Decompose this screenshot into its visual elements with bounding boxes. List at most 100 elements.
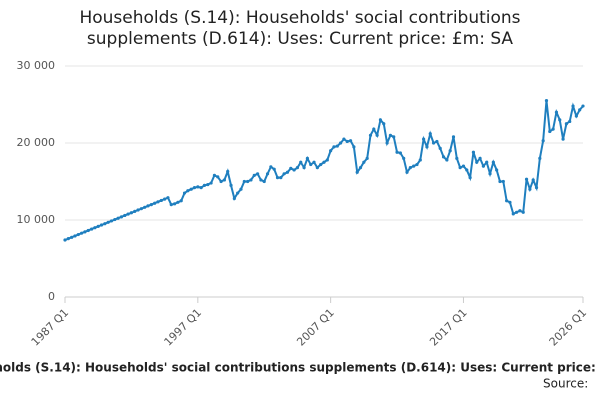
point (581, 104, 585, 108)
point (465, 168, 469, 172)
footer-title: Households (S.14): Households' social co… (0, 361, 600, 375)
point (163, 197, 167, 201)
point (431, 141, 436, 145)
point (571, 104, 575, 108)
point (441, 155, 446, 159)
point (564, 122, 568, 126)
point (119, 215, 124, 219)
point (378, 118, 383, 122)
point (551, 127, 555, 131)
point (70, 235, 74, 239)
point (422, 137, 426, 141)
point (528, 187, 532, 191)
point (93, 226, 97, 230)
point (302, 166, 306, 170)
point (478, 156, 482, 160)
point (133, 209, 137, 213)
point (136, 208, 140, 212)
point (382, 122, 386, 126)
point (189, 187, 193, 191)
point (402, 156, 406, 160)
point (80, 231, 84, 235)
point (524, 177, 529, 181)
point (226, 169, 230, 174)
point (475, 160, 479, 164)
point (435, 139, 439, 144)
point (156, 200, 160, 204)
point (73, 234, 77, 238)
point (305, 156, 309, 160)
point (262, 179, 266, 184)
point (312, 160, 316, 164)
point (86, 228, 90, 233)
point (252, 173, 256, 177)
x-tick-label: 1987 Q1 (29, 306, 72, 349)
point (146, 204, 150, 208)
point (89, 227, 94, 231)
point (425, 145, 429, 149)
point (199, 186, 203, 190)
point (212, 173, 217, 177)
point (392, 135, 396, 139)
point (282, 172, 286, 176)
point (126, 212, 130, 216)
point (329, 149, 333, 153)
point (501, 179, 505, 184)
point (451, 135, 456, 139)
point (272, 167, 276, 171)
point (159, 198, 163, 203)
point (365, 156, 369, 160)
point (445, 158, 449, 162)
point (568, 119, 572, 124)
point (541, 139, 545, 143)
point (561, 137, 565, 141)
point (292, 168, 296, 172)
point (83, 230, 87, 234)
point (153, 201, 157, 205)
point (123, 213, 127, 218)
point (202, 183, 207, 187)
point (106, 220, 110, 224)
point (352, 145, 356, 149)
point (63, 238, 67, 242)
point (408, 166, 412, 170)
point (372, 127, 376, 131)
point (518, 209, 522, 213)
point (375, 133, 379, 137)
point (544, 99, 549, 103)
point (249, 178, 253, 182)
point (498, 179, 502, 184)
point (182, 191, 187, 195)
point (505, 199, 509, 203)
point (388, 133, 393, 137)
point (578, 108, 582, 112)
point (531, 178, 535, 182)
point (395, 150, 399, 154)
point (471, 150, 476, 154)
point (368, 133, 373, 137)
point (113, 217, 117, 222)
point (415, 162, 419, 167)
point (169, 203, 173, 207)
point (239, 187, 243, 191)
point (289, 166, 293, 171)
y-tick-label: 20 000 (17, 136, 56, 149)
point (348, 139, 353, 143)
point (265, 172, 270, 176)
point (481, 164, 485, 168)
point (332, 145, 336, 149)
point (232, 196, 236, 201)
point (428, 132, 432, 136)
point (362, 160, 366, 164)
point (485, 160, 489, 164)
x-tick-label: 2007 Q1 (294, 306, 337, 349)
point (385, 141, 389, 145)
point (242, 179, 246, 184)
point (166, 196, 170, 200)
point (488, 172, 492, 176)
point (558, 118, 562, 122)
point (554, 110, 559, 114)
point (192, 186, 197, 190)
point (468, 176, 472, 180)
point (495, 168, 499, 172)
